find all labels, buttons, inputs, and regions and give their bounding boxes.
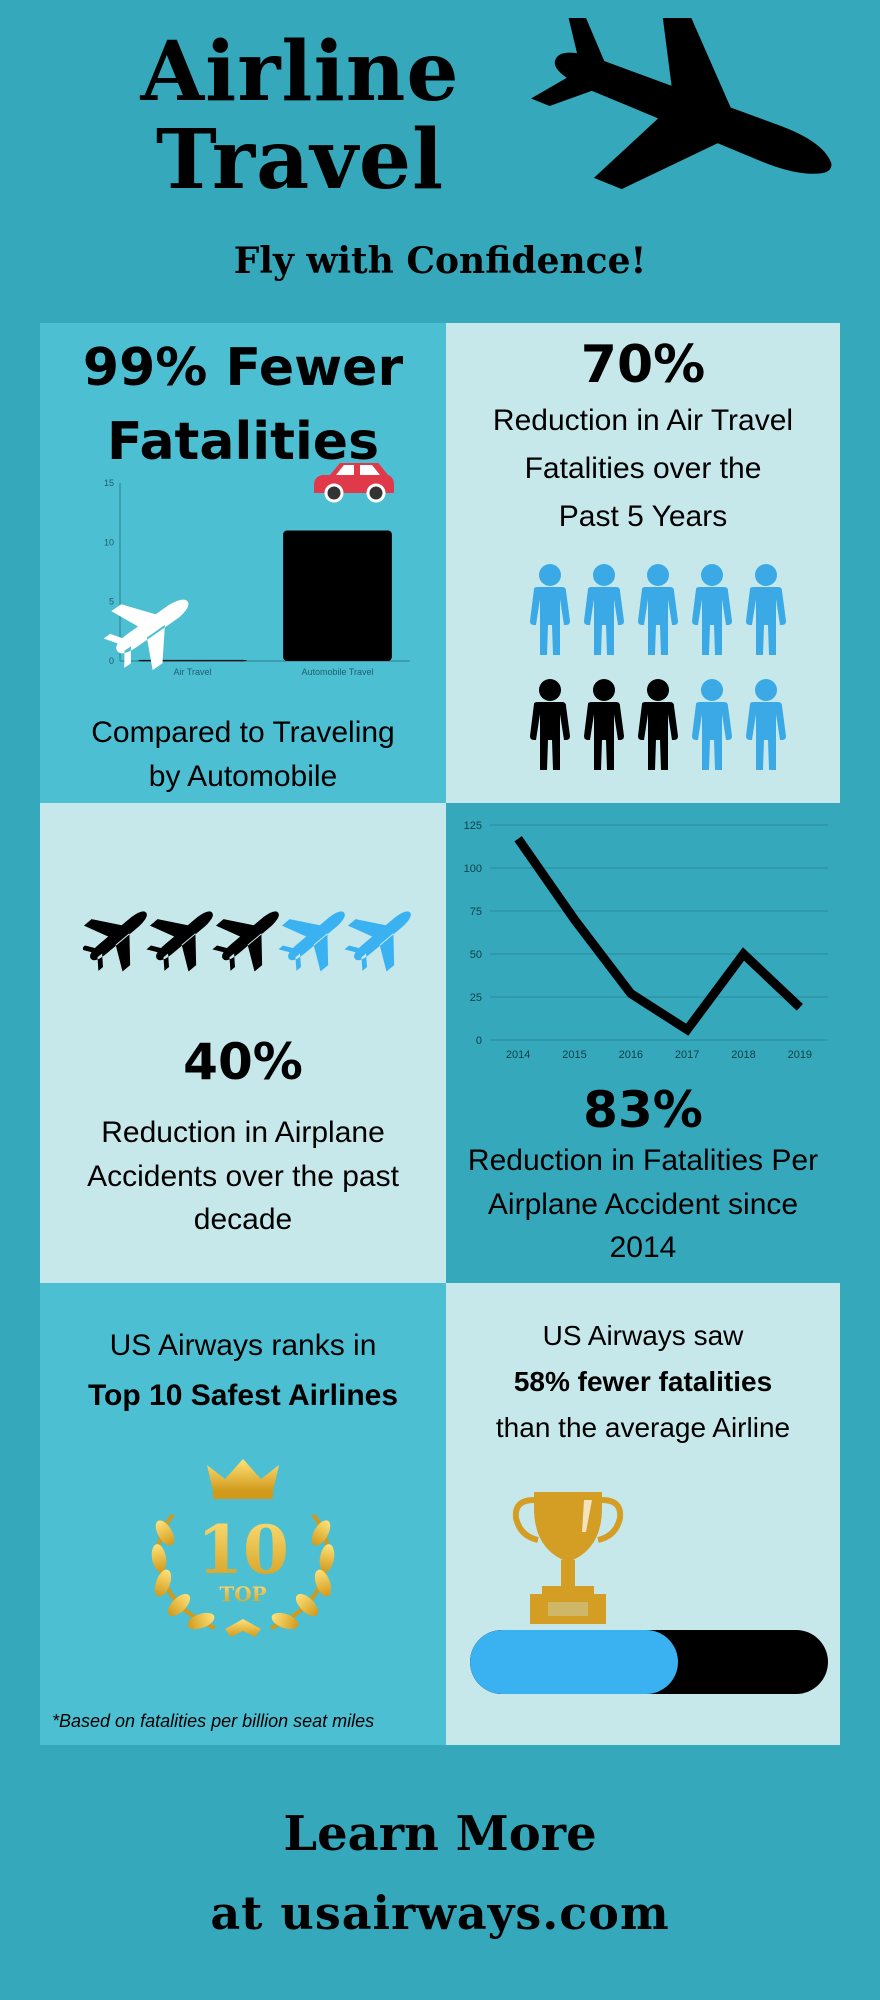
x-tick-label: 2019 [788, 1049, 812, 1061]
fewer-fatalities-caption: Compared to Traveling by Automobile [40, 711, 446, 798]
x-tick-label: 2015 [562, 1049, 586, 1061]
airplane-icon [531, 18, 832, 190]
accidents-40-text: Reduction in Airplane Accidents over the… [40, 1111, 446, 1242]
x-tick-label: Automobile Travel [301, 667, 373, 677]
trophy-icon [512, 1492, 624, 1624]
plane-icon [278, 911, 345, 972]
y-tick-label: 75 [470, 906, 482, 918]
plane-icon [146, 911, 213, 972]
person-icon [692, 679, 732, 770]
x-tick-label: 2016 [619, 1049, 643, 1061]
text-line-3: decade [193, 1203, 293, 1236]
headline-line-1: 99% Fewer [82, 338, 404, 398]
y-tick-label: 50 [470, 949, 482, 961]
plane-icon [212, 911, 279, 972]
plane-icon [83, 911, 147, 972]
average-text-line-3: than the average Airline [495, 1412, 791, 1443]
footer-line-1: Learn More [283, 1806, 597, 1862]
y-tick-label: 25 [470, 992, 482, 1004]
x-tick-label: Air Travel [173, 667, 211, 677]
fatalities-83-headline: 83% [583, 1081, 703, 1139]
accidents-40-headline: 40% [183, 1033, 303, 1091]
text-line-1: Reduction in Airplane [101, 1116, 385, 1149]
y-tick-label: 5 [109, 597, 114, 607]
text-line-2: Fatalities over the [524, 452, 762, 485]
plane-icon-row [83, 911, 411, 972]
rank-text-line-2: Top 10 Safest Airlines [87, 1379, 399, 1412]
person-icon [530, 679, 570, 770]
people-icon-grid [530, 564, 786, 770]
progress-track [470, 1630, 828, 1694]
title-line-1: Airline [140, 24, 460, 120]
bar [138, 659, 247, 662]
progress-fill [470, 1630, 678, 1694]
fatalities-83-panel: 0 25 50 75 100 125 2014 2015 2016 2017 2018 2019 83… [446, 803, 840, 1283]
x-tick-label: 2017 [675, 1049, 699, 1061]
subtitle: Fly with Confidence! [233, 240, 647, 282]
reduction-70-text: Reduction in Air Travel Fatalities over … [446, 397, 840, 541]
fatalities-series-line [514, 836, 803, 1036]
accidents-40-panel: 40% Reduction in Airplane Accidents over… [40, 803, 446, 1283]
text-line-3: 2014 [609, 1231, 677, 1264]
badge-word: TOP [219, 1582, 266, 1606]
y-tick-label: 125 [464, 820, 482, 832]
caption-line-2: by Automobile [148, 759, 338, 793]
person-icon [746, 679, 786, 770]
text-line-2: Accidents over the past [87, 1159, 399, 1193]
rank-text: US Airways ranks in Top 10 Safest Airlin… [40, 1321, 446, 1421]
person-icon [692, 564, 732, 655]
headline-line-2: Fatalities [106, 412, 380, 472]
average-text-line-1: US Airways saw [542, 1320, 744, 1351]
laurel-wreath-icon [151, 1513, 335, 1637]
average-text: US Airways saw 58% fewer fatalities than… [446, 1313, 840, 1451]
text-line-1: Reduction in Fatalities Per [467, 1144, 819, 1177]
red-car-icon [314, 463, 394, 503]
white-plane-icon [103, 599, 189, 671]
fewer-fatalities-panel: 99% Fewer Fatalities 0 5 10 15 Air Travel Aut… [40, 323, 446, 803]
x-tick-label: 2018 [731, 1049, 755, 1061]
title-line-2: Travel [155, 112, 445, 208]
footer-line-2: at usairways.com [210, 1886, 670, 1940]
reduction-70-panel: 70% Reduction in Air Travel Fatalities o… [446, 323, 840, 803]
rank-text-line-1: US Airways ranks in [109, 1329, 377, 1362]
y-tick-label: 15 [104, 478, 114, 488]
person-icon [530, 564, 570, 655]
person-icon [584, 564, 624, 655]
x-tick-label: 2014 [506, 1049, 530, 1061]
average-airline-panel: US Airways saw 58% fewer fatalities than… [446, 1283, 840, 1745]
person-icon [638, 564, 678, 655]
top-10-laurel-badge: 10 TOP [151, 1459, 335, 1637]
person-icon [746, 564, 786, 655]
fatalities-83-text: Reduction in Fatalities Per Airplane Acc… [446, 1139, 840, 1270]
rank-panel: US Airways ranks in Top 10 Safest Airlin… [40, 1283, 446, 1745]
y-tick-label: 10 [104, 537, 114, 547]
fatalities-bar-chart: 0 5 10 15 Air Travel Automobile Travel [103, 463, 410, 677]
person-icon [638, 679, 678, 770]
y-tick-label: 0 [109, 656, 114, 666]
badge-number: 10 [197, 1511, 289, 1589]
page-title: Airline Travel [90, 28, 510, 204]
caption-line-1: Compared to Traveling [91, 716, 395, 749]
text-line-3: Past 5 Years [558, 500, 728, 533]
fatalities-line-chart: 0 25 50 75 100 125 2014 2015 2016 2017 2018 2019 [464, 820, 828, 1061]
footnote: *Based on fatalities per billion seat mi… [52, 1711, 375, 1731]
text-line-1: Reduction in Air Travel [492, 404, 794, 437]
plane-icon [344, 911, 411, 972]
average-text-line-2: 58% fewer fatalities [513, 1366, 773, 1397]
y-tick-label: 100 [464, 863, 482, 875]
bar [283, 530, 392, 661]
crown-icon [207, 1459, 279, 1499]
reduction-70-headline: 70% [580, 335, 706, 395]
y-tick-label: 0 [476, 1035, 482, 1047]
text-line-2: Airplane Accident since [487, 1187, 799, 1221]
person-icon [584, 679, 624, 770]
fewer-fatalities-headline: 99% Fewer Fatalities [40, 331, 446, 479]
